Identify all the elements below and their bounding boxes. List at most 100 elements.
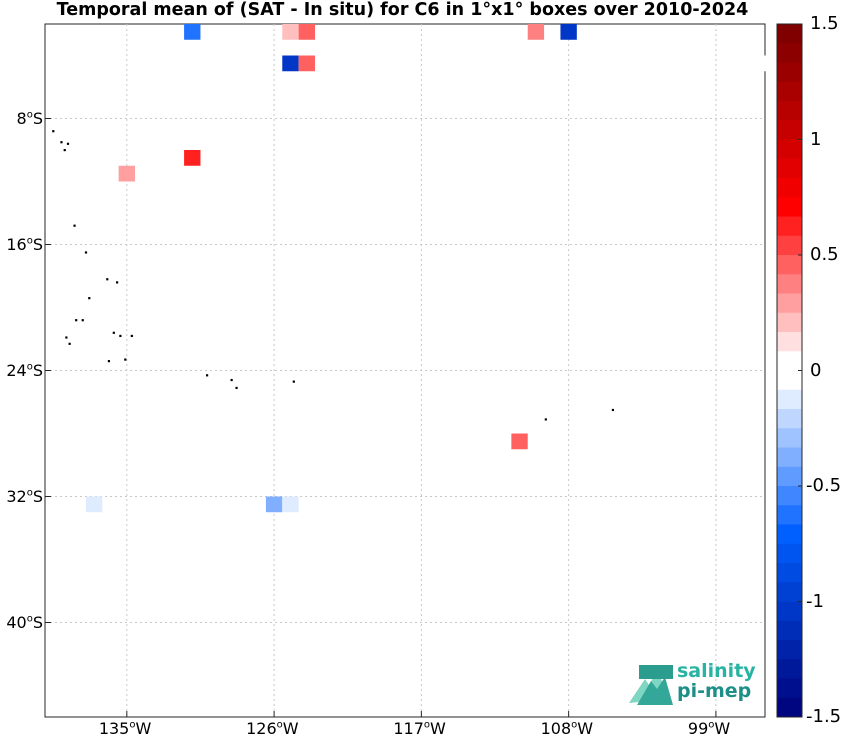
x-tick-label: 126oW: [246, 719, 299, 738]
colorbar-cell: [777, 81, 802, 102]
colorbar-cell: [777, 235, 802, 256]
data-box: [265, 496, 283, 513]
data-box: [184, 150, 201, 166]
colorbar-cell: [777, 101, 802, 121]
axis-ticks: [45, 118, 717, 717]
colorbar-cell: [777, 678, 802, 699]
colorbar-cell: [777, 120, 802, 140]
island-dot: [65, 336, 68, 339]
data-box: [527, 24, 545, 40]
islands: [52, 130, 615, 421]
colorbar-cell: [777, 620, 802, 641]
colorbar-cell: [777, 255, 802, 275]
island-dot: [81, 319, 84, 322]
island-dot: [130, 334, 133, 338]
colorbar-cells: [777, 24, 802, 718]
colorbar-ticks: [798, 23, 802, 718]
graticule: [45, 24, 765, 717]
y-tick-label: 32oS: [6, 486, 43, 506]
colorbar-cell: [777, 43, 802, 63]
colorbar-tick-label: -1: [806, 590, 824, 612]
colorbar-cell: [777, 351, 802, 371]
colorbar-cell: [777, 447, 802, 468]
colorbar-cell: [777, 274, 802, 294]
colorbar-cell: [777, 370, 802, 391]
data-box: [298, 55, 315, 72]
colorbar-cell: [777, 178, 802, 198]
salinity-pimep-logo: salinity pi-mep: [627, 659, 757, 707]
colorbar-cell: [777, 640, 802, 660]
island-dot: [75, 319, 78, 322]
colorbar-cell: [777, 24, 802, 44]
island-dot: [107, 360, 111, 363]
colorbar-cell: [777, 158, 802, 179]
x-tick-label: 117oW: [393, 719, 446, 738]
island-dot: [611, 408, 615, 412]
island-dot: [88, 297, 91, 300]
colorbar-cell: [777, 197, 802, 217]
colorbar-cell: [777, 697, 802, 718]
island-dot: [68, 342, 71, 345]
colorbar-cell: [777, 389, 802, 410]
island-dot: [66, 142, 70, 145]
x-tick-label: 108oW: [540, 719, 594, 738]
colorbar-cell: [777, 293, 802, 314]
x-tick-label: 99oW: [687, 719, 731, 738]
colorbar-cell: [777, 601, 802, 622]
data-box: [184, 24, 201, 40]
island-dot: [106, 278, 109, 281]
data-box: [282, 24, 299, 40]
colorbar-cell: [777, 659, 802, 679]
colorbar-cell: [777, 582, 802, 602]
colorbar-tick-label: 0.5: [810, 244, 839, 265]
data-box: [298, 24, 315, 40]
island-dot: [230, 378, 233, 382]
colorbar-cell: [777, 563, 802, 583]
data-box: [85, 496, 103, 513]
colorbar-tick-label: 0: [810, 359, 822, 381]
colorbar-cell: [777, 428, 802, 448]
logo-text-salinity: salinity: [677, 660, 756, 682]
island-dot: [116, 281, 119, 284]
y-tick-label: 16oS: [6, 234, 43, 254]
colorbar-cell: [777, 409, 802, 429]
data-box: [756, 55, 774, 72]
logo-mark-icon: [629, 665, 673, 705]
island-dot: [60, 141, 63, 144]
y-tick-label: 40oS: [6, 612, 43, 632]
y-tick-label: 24oS: [6, 360, 43, 380]
colorbar-cell: [777, 466, 802, 487]
island-dot: [52, 130, 55, 133]
island-dot: [119, 334, 122, 338]
data-box: [511, 433, 528, 450]
data-box: [282, 55, 299, 72]
island-dot: [63, 149, 66, 152]
colorbar-cell: [777, 486, 802, 506]
colorbar-cell: [777, 216, 802, 237]
logo-text-pimep: pi-mep: [677, 680, 752, 702]
colorbar-tick-label: -1.5: [806, 706, 842, 727]
x-tick-label: 135oW: [98, 719, 152, 738]
island-dot: [544, 418, 547, 421]
data-box: [282, 496, 299, 513]
island-dot: [235, 386, 238, 390]
island-dot: [292, 380, 295, 383]
island-dot: [124, 358, 127, 361]
colorbar-tick-label: 1.5: [810, 13, 839, 34]
colorbar-cell: [777, 524, 802, 545]
colorbar-cell: [777, 332, 802, 352]
map-title: Temporal mean of (SAT - In situ) for C6 …: [56, 0, 749, 20]
island-dot: [206, 374, 209, 377]
y-tick-label: 8oS: [16, 108, 43, 128]
island-dot: [73, 224, 76, 227]
data-box: [118, 165, 135, 182]
colorbar-cell: [777, 505, 802, 525]
colorbar-tick-label: 1: [810, 128, 822, 150]
colorbar-cell: [777, 543, 802, 564]
colorbar-tick-label: -0.5: [806, 475, 842, 496]
colorbar-cell: [777, 139, 802, 160]
island-dot: [84, 251, 88, 254]
colorbar-cell: [777, 62, 802, 83]
